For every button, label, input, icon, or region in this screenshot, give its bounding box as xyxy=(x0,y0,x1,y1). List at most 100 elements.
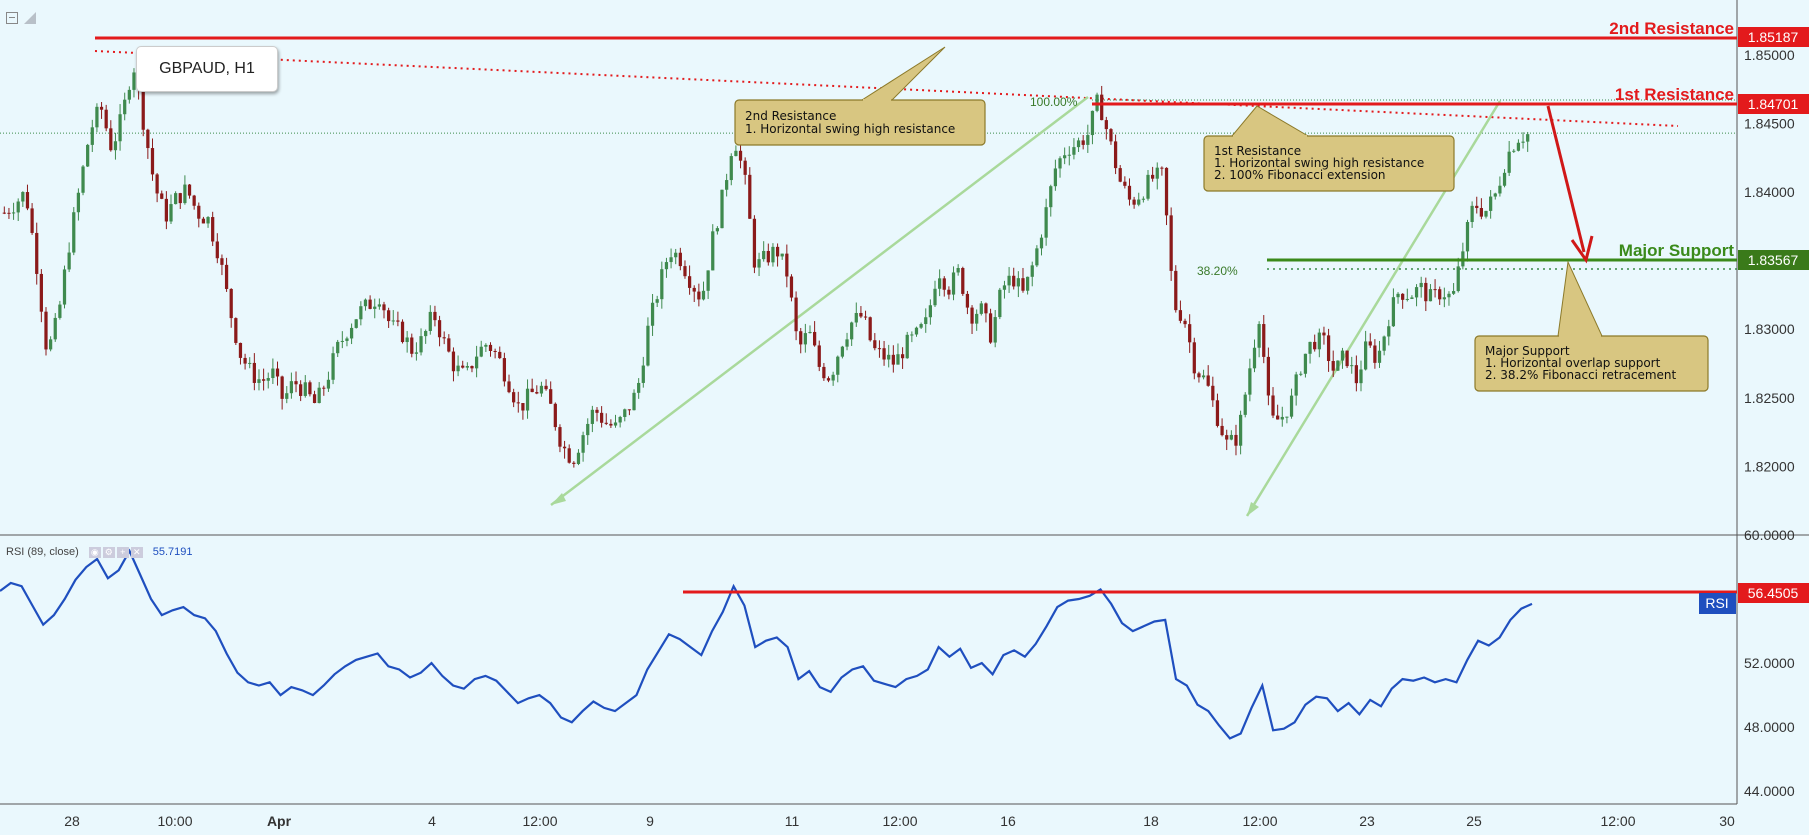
candle xyxy=(738,143,743,169)
rsi-legend-buttons[interactable]: ◉ ⚙ + ✕ xyxy=(88,546,143,558)
candle xyxy=(238,342,243,365)
candle xyxy=(1368,333,1372,348)
candle xyxy=(1086,124,1090,153)
candle xyxy=(498,346,502,360)
settings-icon[interactable]: ⚙ xyxy=(102,546,115,558)
candle xyxy=(896,343,900,365)
rsi-axis-ticks: 60.0000 52.0000 48.0000 44.0000 xyxy=(1744,527,1795,799)
candle xyxy=(479,340,483,358)
price-tick-label: 1.84500 xyxy=(1744,115,1795,131)
candle xyxy=(1502,169,1507,188)
candle xyxy=(30,203,34,235)
candle xyxy=(1234,424,1238,456)
candle xyxy=(1285,416,1289,424)
candle xyxy=(1188,314,1192,353)
rsi-level-value: 56.4505 xyxy=(1748,585,1799,601)
time-tick-label: 18 xyxy=(1143,813,1159,829)
candle xyxy=(303,375,307,398)
candle xyxy=(437,315,442,347)
candle xyxy=(1322,326,1326,345)
candle xyxy=(1197,371,1201,383)
candle xyxy=(1030,261,1034,287)
candle xyxy=(1109,128,1113,145)
candle xyxy=(1512,149,1516,153)
candle xyxy=(1289,388,1294,419)
price-tick-label: 1.83000 xyxy=(1744,321,1795,337)
rsi-badge xyxy=(1699,593,1736,614)
candle xyxy=(400,319,405,344)
rsi-badge-label: RSI xyxy=(1705,595,1728,611)
candle xyxy=(1507,141,1511,176)
callout-major-support[interactable]: Major Support 1. Horizontal overlap supp… xyxy=(1474,260,1709,392)
price-candles xyxy=(2,68,1530,468)
rsi-tick-label: 52.0000 xyxy=(1744,655,1795,671)
candle xyxy=(1442,287,1446,308)
close-icon[interactable]: ✕ xyxy=(130,546,143,558)
candle xyxy=(1498,176,1502,197)
candle xyxy=(887,344,891,368)
candle xyxy=(442,331,446,345)
eye-icon[interactable]: ◉ xyxy=(88,546,101,558)
candle xyxy=(873,333,877,351)
candle xyxy=(868,316,872,342)
candle xyxy=(562,440,567,459)
candle xyxy=(1470,201,1474,228)
callout-1st-resistance[interactable]: 1st Resistance 1. Horizontal swing high … xyxy=(1203,105,1455,192)
candle xyxy=(123,92,127,121)
candle xyxy=(95,103,99,133)
candle xyxy=(1359,360,1363,392)
candle xyxy=(308,380,312,397)
candle xyxy=(933,280,937,308)
candle xyxy=(512,388,516,408)
candle xyxy=(1280,406,1284,427)
candle xyxy=(1465,219,1470,262)
candle xyxy=(803,323,807,353)
candle xyxy=(1447,291,1451,306)
candle xyxy=(312,390,317,404)
candle xyxy=(975,309,979,331)
callout-2nd-resistance[interactable]: 2nd Resistance 1. Horizontal swing high … xyxy=(734,46,986,146)
callout-2nd-resistance-line-1: 1. Horizontal swing high resistance xyxy=(745,122,955,136)
candle xyxy=(650,294,655,336)
rsi-tick-label: 48.0000 xyxy=(1744,719,1795,735)
candle xyxy=(81,164,85,196)
candle xyxy=(664,257,669,278)
collapse-pane-icon[interactable] xyxy=(6,12,18,24)
candle xyxy=(970,305,974,335)
candle xyxy=(567,444,571,464)
candle xyxy=(1007,267,1011,293)
candle xyxy=(1354,355,1358,392)
candle xyxy=(285,386,289,404)
time-axis-ticks[interactable]: 28 10:00 Apr 4 12:00 9 11 12:00 16 18 12:00 23 25 12:… xyxy=(64,813,1735,829)
candle xyxy=(1021,267,1025,293)
candle xyxy=(1090,110,1095,145)
candle xyxy=(701,281,706,301)
candle xyxy=(1340,347,1345,369)
more-icon[interactable]: + xyxy=(116,546,129,558)
price-tick-label: 1.84000 xyxy=(1744,184,1795,200)
candle xyxy=(549,381,553,404)
candle xyxy=(48,336,53,352)
candle xyxy=(387,307,391,328)
symbol-label[interactable]: GBPAUD, H1 xyxy=(136,46,278,92)
candle xyxy=(1387,319,1391,346)
candle xyxy=(1433,279,1437,298)
badge-2nd-resistance-value: 1.85187 xyxy=(1748,29,1799,45)
candle xyxy=(150,138,155,181)
candle xyxy=(572,461,576,468)
candle xyxy=(1262,315,1266,364)
candle xyxy=(1067,146,1071,166)
candle xyxy=(25,184,30,211)
rsi-legend[interactable]: RSI (89, close) ◉ ⚙ + ✕ 55.7191 xyxy=(6,546,193,558)
candle xyxy=(1405,288,1409,302)
candle xyxy=(1516,139,1521,152)
time-tick-label: 9 xyxy=(646,813,654,829)
candle xyxy=(877,340,882,358)
candle xyxy=(113,132,118,160)
candle xyxy=(340,331,344,349)
candle xyxy=(840,345,845,359)
time-tick-label: 11 xyxy=(785,813,800,829)
candle xyxy=(1164,167,1169,226)
candle xyxy=(1382,335,1386,356)
